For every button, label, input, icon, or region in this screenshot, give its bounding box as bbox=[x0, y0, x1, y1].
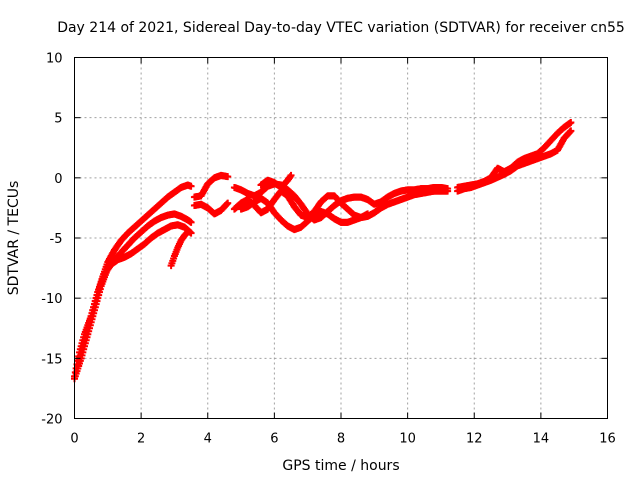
data-point bbox=[567, 118, 575, 126]
grid-lines bbox=[74, 57, 608, 419]
x-tick-label: 0 bbox=[70, 432, 78, 447]
chart-title: Day 214 of 2021, Sidereal Day-to-day VTE… bbox=[57, 20, 625, 36]
y-tick-label: 5 bbox=[54, 112, 62, 127]
series-track-i bbox=[237, 194, 372, 234]
series-track-j bbox=[257, 171, 295, 191]
y-tick-label: 10 bbox=[46, 52, 63, 67]
data-point bbox=[187, 218, 195, 226]
data-point bbox=[567, 127, 575, 135]
series-track-c bbox=[74, 221, 195, 368]
x-tick-label: 8 bbox=[337, 432, 345, 447]
y-tick-label: -5 bbox=[50, 232, 63, 247]
data-point bbox=[287, 171, 295, 179]
series-track-f bbox=[190, 199, 232, 218]
axis-ticks bbox=[74, 57, 608, 419]
data-point bbox=[224, 173, 232, 181]
data-point bbox=[224, 199, 232, 207]
data-point bbox=[444, 187, 452, 195]
series-track-l bbox=[454, 127, 575, 195]
y-axis-label: SDTVAR / TECUs bbox=[6, 181, 22, 296]
series-track-k bbox=[454, 118, 575, 191]
x-tick-label: 10 bbox=[399, 432, 416, 447]
data-point bbox=[187, 182, 195, 190]
x-tick-label: 12 bbox=[466, 432, 483, 447]
y-tick-label: -20 bbox=[41, 413, 62, 428]
series-track-e bbox=[190, 171, 232, 201]
x-tick-label: 4 bbox=[204, 432, 212, 447]
x-tick-label: 2 bbox=[137, 432, 145, 447]
series-track-b bbox=[71, 210, 195, 383]
data-series bbox=[71, 118, 575, 383]
y-tick-label: -15 bbox=[41, 352, 62, 367]
data-point bbox=[364, 210, 372, 218]
data-point bbox=[184, 228, 192, 236]
x-tick-label: 14 bbox=[533, 432, 550, 447]
series-track-d bbox=[167, 228, 192, 270]
x-tick-label: 6 bbox=[270, 432, 278, 447]
y-tick-label: -10 bbox=[41, 292, 62, 307]
y-tick-label: 0 bbox=[54, 172, 62, 187]
x-tick-label: 16 bbox=[599, 432, 616, 447]
x-axis-label: GPS time / hours bbox=[282, 458, 399, 474]
